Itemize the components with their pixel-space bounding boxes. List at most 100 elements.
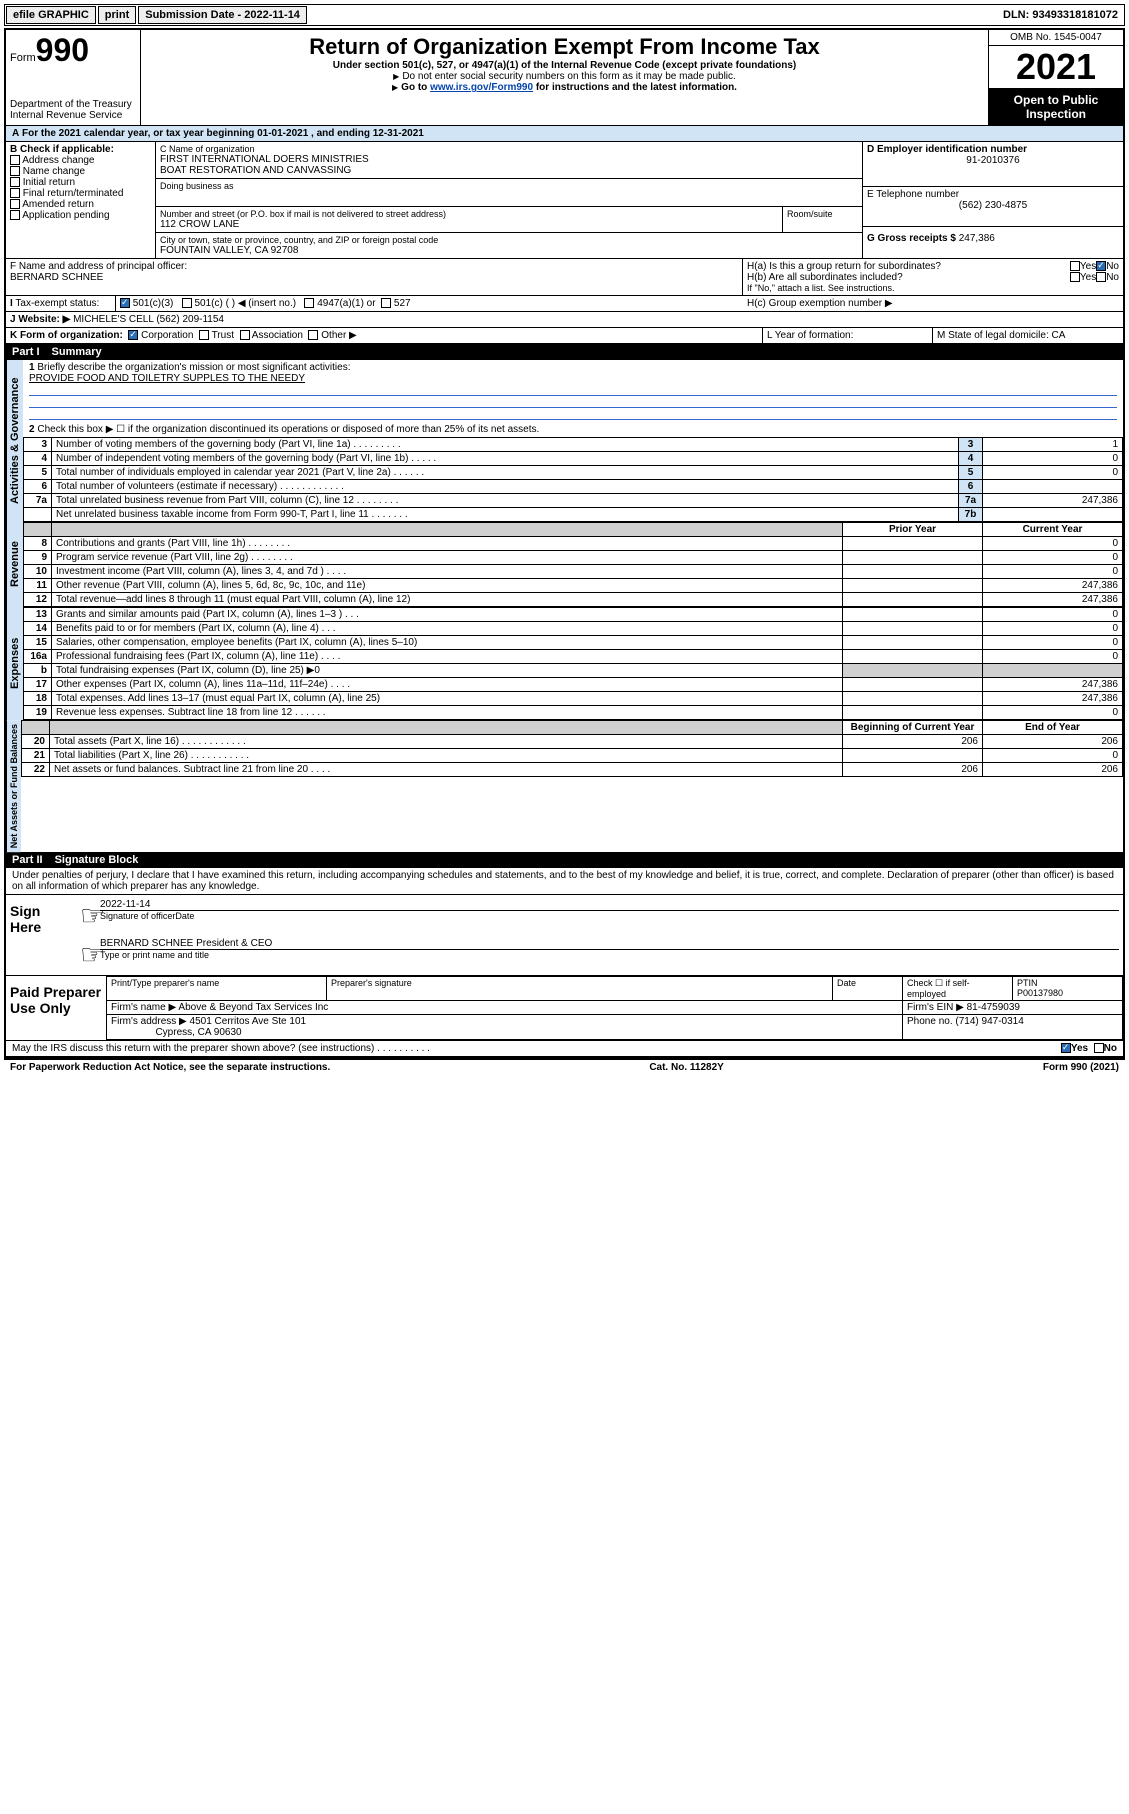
irs-link[interactable]: www.irs.gov/Form990 [430,82,533,93]
tax-year: 2021 [989,46,1123,89]
line-text: Total assets (Part X, line 16) . . . . .… [50,735,843,749]
current-year-val: 247,386 [983,692,1123,706]
line-text: Program service revenue (Part VIII, line… [52,551,843,565]
vlabel-expenses: Expenses [6,607,23,720]
prior-year-val [843,678,983,692]
boy-val: 206 [843,763,983,777]
pra-notice: For Paperwork Reduction Act Notice, see … [10,1062,330,1073]
line-text: Total liabilities (Part X, line 26) . . … [50,749,843,763]
line-ref: 4 [959,452,983,466]
501c3-checkbox[interactable] [120,298,130,308]
form-subtitle: Under section 501(c), 527, or 4947(a)(1)… [147,60,982,71]
b-opt-checkbox[interactable] [10,166,20,176]
b-opt-checkbox[interactable] [10,177,20,187]
current-year-val: 0 [983,636,1123,650]
prior-year-val [843,551,983,565]
addr-label: Number and street (or P.O. box if mail i… [160,209,778,219]
street-address: 112 CROW LANE [160,219,778,230]
line-num: 3 [24,438,52,452]
prior-year-val [843,593,983,607]
line-num: 15 [24,636,52,650]
print-button[interactable]: print [98,6,136,24]
preparer-sig-label: Preparer's signature [327,977,833,1001]
corp-checkbox[interactable] [128,330,138,340]
j-label: Website: ▶ [18,314,70,325]
hb-no-checkbox[interactable] [1096,272,1106,282]
line-value: 0 [983,466,1123,480]
4947-checkbox[interactable] [304,298,314,308]
i-label: I Tax-exempt status: [6,296,116,311]
b-opt-checkbox[interactable] [10,210,20,220]
prior-year-val [843,537,983,551]
527-checkbox[interactable] [381,298,391,308]
line-text: Revenue less expenses. Subtract line 18 … [52,706,843,720]
ha-yes-checkbox[interactable] [1070,261,1080,271]
current-year-val: 0 [983,608,1123,622]
assoc-checkbox[interactable] [240,330,250,340]
part2-hdr: Part II [12,854,55,866]
vlabel-governance: Activities & Governance [6,360,23,522]
hc-label: H(c) Group exemption number ▶ [743,296,1123,311]
ptin-value: P00137980 [1017,988,1063,998]
line-text: Benefits paid to or for members (Part IX… [52,622,843,636]
ha-label: H(a) Is this a group return for subordin… [747,261,1070,272]
vlabel-revenue: Revenue [6,522,23,607]
line-num [24,508,52,522]
line-text: Salaries, other compensation, employee b… [52,636,843,650]
current-year-val: 0 [983,565,1123,579]
form-footer: Form 990 (2021) [1043,1062,1119,1073]
line-num: 8 [24,537,52,551]
open-inspection: Open to Public Inspection [989,89,1123,125]
line-num: 22 [22,763,50,777]
firm-phone-label: Phone no. [907,1016,953,1027]
line-num: 19 [24,706,52,720]
line-text: Total expenses. Add lines 13–17 (must eq… [52,692,843,706]
501c-checkbox[interactable] [182,298,192,308]
goto-note: Go to www.irs.gov/Form990 for instructio… [147,82,982,93]
line-value: 247,386 [983,494,1123,508]
sig-date-label: Date [175,911,435,921]
vlabel-netassets: Net Assets or Fund Balances [6,720,21,852]
prior-year-val [843,664,983,678]
b-opt-checkbox[interactable] [10,188,20,198]
line-num: 11 [24,579,52,593]
submission-date-button[interactable]: Submission Date - 2022-11-14 [138,6,307,24]
cat-no: Cat. No. 11282Y [649,1062,723,1073]
trust-checkbox[interactable] [199,330,209,340]
hb-yes-checkbox[interactable] [1070,272,1080,282]
ptin-label: PTIN [1017,978,1038,988]
line-value: 0 [983,452,1123,466]
discuss-yes-checkbox[interactable] [1061,1043,1071,1053]
self-employed-check[interactable]: Check ☐ if self-employed [903,977,1013,1001]
line-num: 7a [24,494,52,508]
m-label: M State of legal domicile: CA [933,328,1123,343]
line-num: 10 [24,565,52,579]
efile-button[interactable]: efile GRAPHIC [6,6,96,24]
line-num: 5 [24,466,52,480]
eoy-val: 206 [983,735,1123,749]
other-checkbox[interactable] [308,330,318,340]
line-text: Total unrelated business revenue from Pa… [52,494,959,508]
dln-label: DLN: 93493318181072 [997,9,1124,21]
line-text: Number of independent voting members of … [52,452,959,466]
current-year-val: 247,386 [983,593,1123,607]
firm-addr-1: 4501 Cerritos Ave Ste 101 [190,1016,307,1027]
prior-year-val [843,692,983,706]
line-value [983,480,1123,494]
line-text: Net assets or fund balances. Subtract li… [50,763,843,777]
line-num: 13 [24,608,52,622]
line-text: Number of voting members of the governin… [52,438,959,452]
b-opt-checkbox[interactable] [10,155,20,165]
city-value: FOUNTAIN VALLEY, CA 92708 [160,245,858,256]
line-text: Net unrelated business taxable income fr… [52,508,959,522]
discuss-no-checkbox[interactable] [1094,1043,1104,1053]
officer-name: BERNARD SCHNEE President & CEO [100,938,1119,950]
preparer-date-label: Date [833,977,903,1001]
prior-year-val [843,706,983,720]
b-opt-checkbox[interactable] [10,199,20,209]
line-text: Other expenses (Part IX, column (A), lin… [52,678,843,692]
line-ref: 6 [959,480,983,494]
sig-date-value: 2022-11-14 [100,899,150,910]
gross-receipts-label: G Gross receipts $ [867,233,956,244]
ha-no-checkbox[interactable] [1096,261,1106,271]
